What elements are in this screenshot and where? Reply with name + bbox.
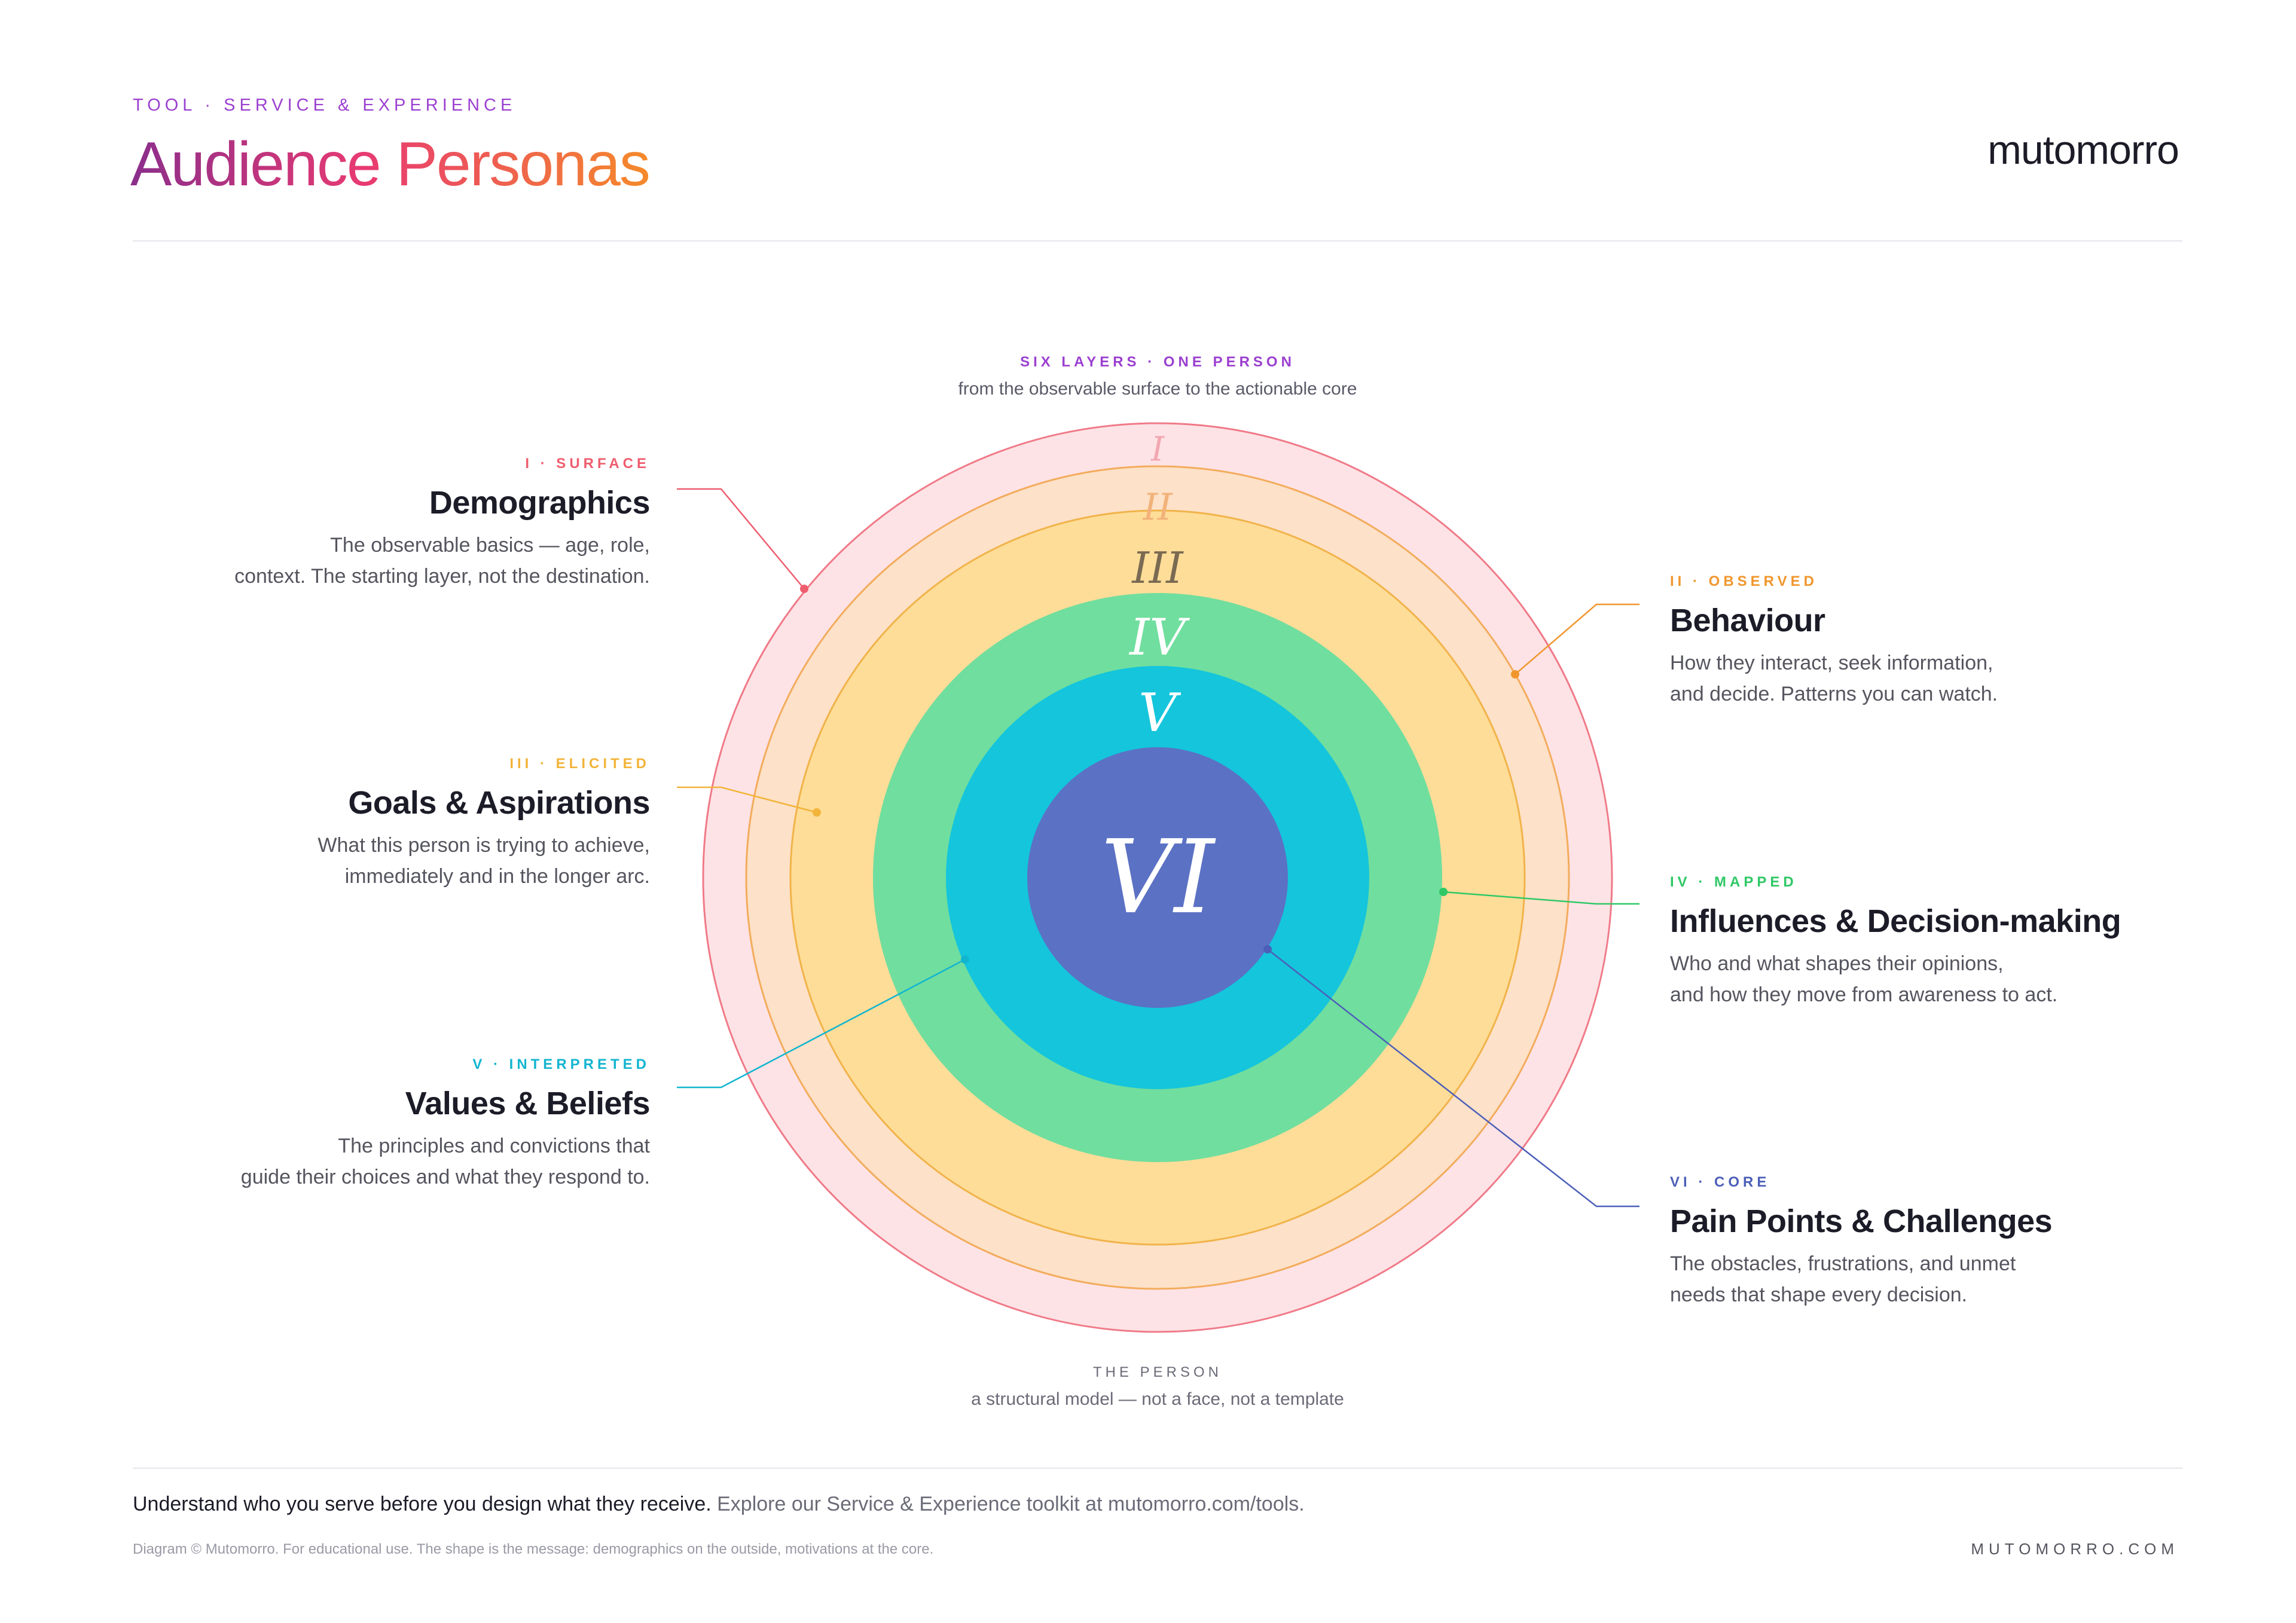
layer-kicker: II · OBSERVED: [1670, 573, 1818, 589]
ring-numeral-observed: II: [1143, 485, 1173, 529]
connector-pain-points-dot: [1263, 945, 1272, 953]
connector-influences-dot: [1439, 888, 1448, 896]
layer-desc-line2: and how they move from awareness to act.: [1670, 983, 2058, 1006]
ring-numeral-mapped: IV: [1128, 608, 1190, 667]
layer-desc-line2: and decide. Patterns you can watch.: [1670, 683, 1998, 705]
layer-kicker: III · ELICITED: [509, 756, 650, 772]
layer-kicker: VI · CORE: [1670, 1174, 1770, 1190]
connector-goals: [677, 786, 817, 814]
layer-desc-line1: The obstacles, frustrations, and unmet: [1670, 1252, 2016, 1275]
ring-numeral-core: VI: [1101, 818, 1216, 937]
footer-callout: Understand who you serve before you desi…: [133, 1493, 1305, 1516]
layer-title: Behaviour: [1670, 603, 1825, 638]
layer-desc-line1: The principles and convictions that: [338, 1135, 650, 1157]
layer-label-pain-points: VI · CORE Pain Points & Challenges The o…: [1670, 1174, 2053, 1310]
connector-behaviour-dot: [1511, 670, 1519, 678]
layer-title: Goals & Aspirations: [348, 785, 650, 821]
page-title: Audience Personas: [130, 130, 651, 199]
layer-desc-line1: What this person is trying to achieve,: [317, 834, 650, 857]
layer-title: Influences & Decision-making: [1670, 903, 2121, 939]
layer-desc-line2: context. The starting layer, not the des…: [234, 565, 650, 588]
footer-rest: Explore our Service & Experience toolkit…: [711, 1493, 1305, 1515]
layer-desc-line2: needs that shape every decision.: [1670, 1283, 1968, 1306]
connector-values: [677, 958, 966, 1089]
layer-desc-line2: immediately and in the longer arc.: [344, 865, 650, 888]
connector-demographics-dot: [800, 585, 808, 593]
layer-title: Pain Points & Challenges: [1670, 1203, 2053, 1239]
layer-label-influences: IV · MAPPED Influences & Decision-making…: [1670, 874, 2121, 1010]
footer-divider: [133, 1468, 2182, 1469]
person-subtitle: a structural model — not a face, not a t…: [971, 1389, 1344, 1409]
ring-core: [1027, 747, 1288, 1008]
layer-label-values: V · INTERPRETED Values & Beliefs The pri…: [240, 1056, 651, 1193]
footer-lead: Understand who you serve before you desi…: [133, 1493, 712, 1515]
layer-label-demographics: I · SURFACE Demographics The observable …: [234, 456, 650, 592]
ring-numeral-interpreted: V: [1138, 682, 1181, 744]
connector-demographics: [677, 488, 805, 589]
footer-brand-url: MUTOMORRO.COM: [1971, 1540, 2179, 1558]
ring-numeral-surface: I: [1150, 430, 1165, 469]
layer-desc-line1: Who and what shapes their opinions,: [1670, 952, 2004, 975]
header-divider: [133, 240, 2182, 242]
connector-behaviour: [1515, 603, 1639, 675]
brand-logo: mutomorro: [1987, 127, 2179, 173]
layer-title: Demographics: [429, 485, 651, 521]
layer-desc-line1: How they interact, seek information,: [1670, 652, 1993, 674]
eyebrow-label: TOOL · SERVICE & EXPERIENCE: [133, 96, 517, 115]
diagram-kicker: SIX LAYERS · ONE PERSON: [1020, 354, 1295, 370]
ring-numeral-elicited: III: [1131, 543, 1184, 593]
connector-goals-dot: [813, 808, 821, 817]
layer-label-behaviour: II · OBSERVED Behaviour How they interac…: [1670, 573, 1998, 710]
layer-title: Values & Beliefs: [405, 1086, 651, 1121]
connector-values-dot: [961, 955, 969, 964]
layer-kicker: I · SURFACE: [525, 456, 650, 472]
layer-desc-line2: guide their choices and what they respon…: [240, 1166, 650, 1188]
diagram-subtitle: from the observable surface to the actio…: [958, 379, 1357, 399]
layer-kicker: V · INTERPRETED: [472, 1056, 650, 1072]
layer-kicker: IV · MAPPED: [1670, 874, 1797, 890]
connector-pain-points: [1267, 949, 1639, 1208]
connector-influences: [1443, 891, 1639, 905]
layer-label-goals: III · ELICITED Goals & Aspirations What …: [317, 756, 650, 892]
footer-fineprint: Diagram © Mutomorro. For educational use…: [133, 1541, 934, 1557]
person-kicker: THE PERSON: [1092, 1364, 1223, 1380]
layer-desc-line1: The observable basics — age, role,: [330, 534, 650, 557]
